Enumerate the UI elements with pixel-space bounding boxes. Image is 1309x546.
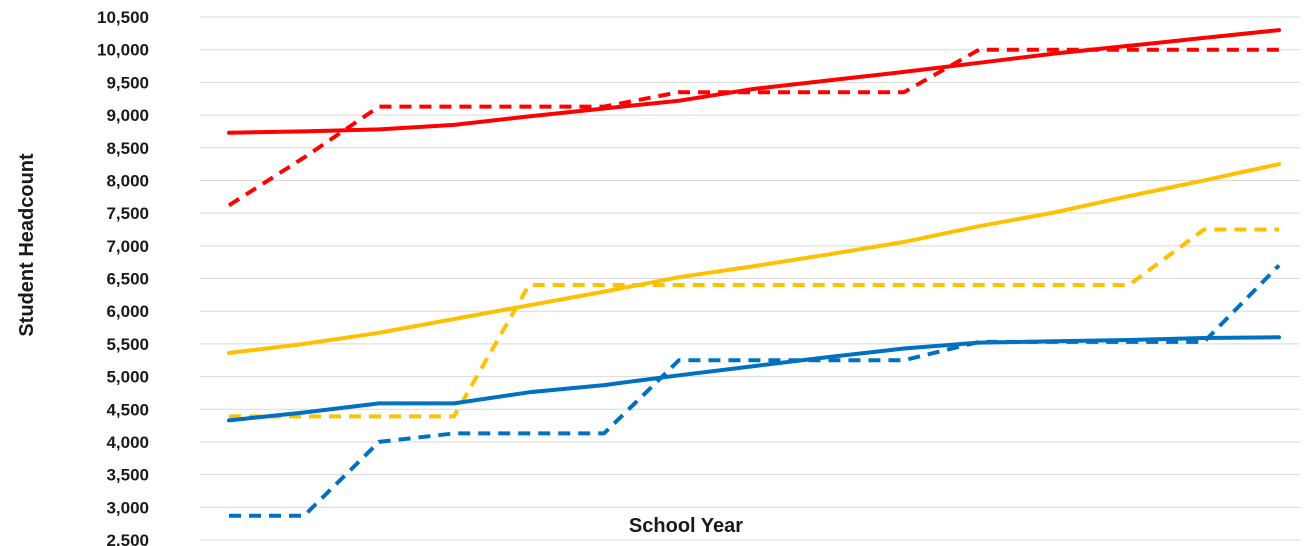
y-tick-label: 8,500 (106, 139, 149, 158)
y-tick-label: 3,000 (106, 498, 149, 517)
series-line-6 (229, 263, 1281, 518)
y-tick-label: 5,500 (106, 335, 149, 354)
series-lines (227, 28, 1281, 518)
x-axis-label: School Year (629, 515, 743, 537)
y-tick-label: 6,500 (106, 270, 149, 289)
y-tick-label: 10,000 (97, 41, 149, 60)
series-line-3 (227, 162, 1281, 355)
y-tick-label: 7,000 (106, 237, 149, 256)
y-tick-label: 4,000 (106, 433, 149, 452)
gridlines (200, 16, 1300, 541)
series-line-1 (227, 28, 1281, 135)
y-tick-label: 7,500 (106, 204, 149, 223)
y-axis-label: Student Headcount (16, 153, 38, 337)
series-line-4 (229, 227, 1279, 419)
y-tick-label: 9,500 (106, 73, 149, 92)
y-tick-label: 9,000 (106, 106, 149, 125)
y-tick-label: 10,500 (97, 8, 149, 27)
y-axis-ticks: 2,500 3,000 3,500 4,000 4,500 5,000 5,500 6,000… (97, 8, 149, 546)
y-tick-label: 5,000 (106, 368, 149, 387)
y-tick-label: 4,500 (106, 400, 149, 419)
y-tick-label: 8,000 (106, 171, 149, 190)
y-tick-label: 3,500 (106, 466, 149, 485)
y-tick-label: 6,000 (106, 302, 149, 321)
series-line-2 (227, 47, 1279, 207)
series-line-5 (227, 335, 1281, 423)
y-tick-label: 2,500 (106, 531, 149, 546)
